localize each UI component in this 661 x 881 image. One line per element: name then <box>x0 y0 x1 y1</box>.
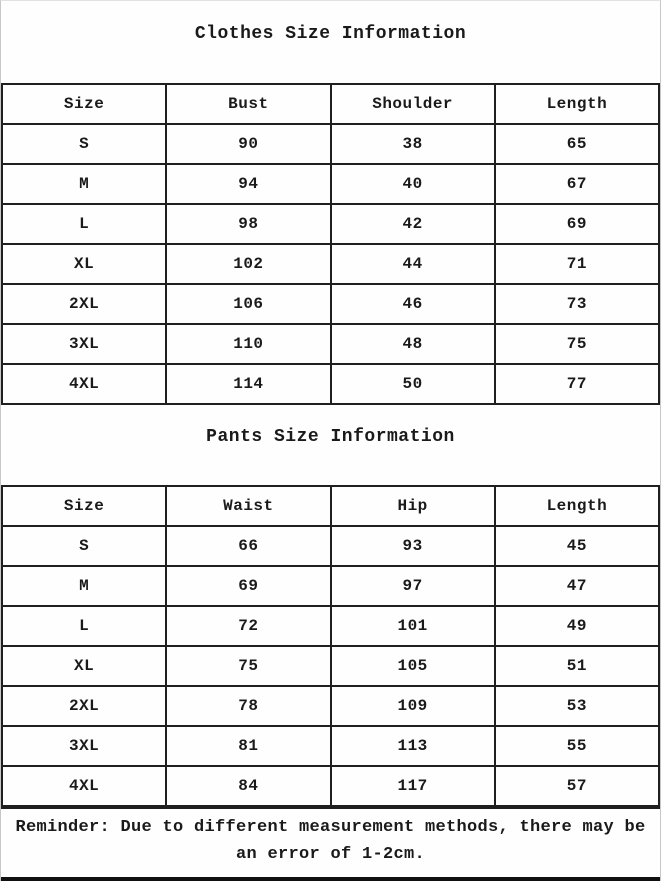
header-cell-size: Size <box>0 83 168 125</box>
hip-cell: 93 <box>329 525 496 567</box>
header-cell-waist: Waist <box>165 485 332 527</box>
waist-cell: 72 <box>165 605 332 647</box>
size-cell: 3XL <box>0 725 168 767</box>
table-row: S 90 38 65 <box>0 123 661 165</box>
reminder-line-2: an error of 1-2cm. <box>235 845 426 864</box>
size-cell: 4XL <box>0 363 168 405</box>
size-cell: 4XL <box>0 765 168 807</box>
table-row: M 69 97 47 <box>0 565 661 607</box>
length-cell: 77 <box>493 363 661 405</box>
length-cell: 75 <box>493 323 661 365</box>
length-cell: 67 <box>493 163 661 205</box>
size-cell: 3XL <box>0 323 168 365</box>
clothes-table-body: S 90 38 65 M 94 40 67 L 98 42 69 XL 102 … <box>0 123 661 405</box>
pants-size-table: Size Waist Hip Length S 66 93 45 M 69 97… <box>0 485 661 807</box>
table-row: 3XL 110 48 75 <box>0 323 661 365</box>
table-row: 2XL 78 109 53 <box>0 685 661 727</box>
bust-cell: 90 <box>165 123 332 165</box>
header-cell-length: Length <box>493 83 661 125</box>
size-cell: L <box>0 203 168 245</box>
waist-cell: 81 <box>165 725 332 767</box>
length-cell: 71 <box>493 243 661 285</box>
table-row: 4XL 84 117 57 <box>0 765 661 807</box>
shoulder-cell: 50 <box>329 363 496 405</box>
size-cell: M <box>0 163 168 205</box>
bust-cell: 110 <box>165 323 332 365</box>
size-cell: S <box>0 525 168 567</box>
table-header-row: Size Waist Hip Length <box>0 485 661 527</box>
length-cell: 69 <box>493 203 661 245</box>
reminder-note: Reminder: Due to different measurement m… <box>1 807 660 881</box>
table-row: M 94 40 67 <box>0 163 661 205</box>
table-row: 3XL 81 113 55 <box>0 725 661 767</box>
shoulder-cell: 48 <box>329 323 496 365</box>
waist-cell: 69 <box>165 565 332 607</box>
header-cell-bust: Bust <box>165 83 332 125</box>
length-cell: 65 <box>493 123 661 165</box>
header-cell-hip: Hip <box>329 485 496 527</box>
shoulder-cell: 40 <box>329 163 496 205</box>
bust-cell: 106 <box>165 283 332 325</box>
length-cell: 47 <box>493 565 661 607</box>
hip-cell: 101 <box>329 605 496 647</box>
table-row: L 98 42 69 <box>0 203 661 245</box>
table-row: XL 75 105 51 <box>0 645 661 687</box>
shoulder-cell: 38 <box>329 123 496 165</box>
waist-cell: 84 <box>165 765 332 807</box>
size-cell: 2XL <box>0 685 168 727</box>
size-cell: XL <box>0 645 168 687</box>
hip-cell: 109 <box>329 685 496 727</box>
clothes-table-header: Size Bust Shoulder Length <box>0 83 661 125</box>
hip-cell: 105 <box>329 645 496 687</box>
header-cell-size: Size <box>0 485 168 527</box>
length-cell: 73 <box>493 283 661 325</box>
size-cell: M <box>0 565 168 607</box>
shoulder-cell: 42 <box>329 203 496 245</box>
waist-cell: 78 <box>165 685 332 727</box>
waist-cell: 66 <box>165 525 332 567</box>
hip-cell: 97 <box>329 565 496 607</box>
table-header-row: Size Bust Shoulder Length <box>0 83 661 125</box>
bust-cell: 94 <box>165 163 332 205</box>
header-cell-length: Length <box>493 485 661 527</box>
bust-cell: 98 <box>165 203 332 245</box>
hip-cell: 113 <box>329 725 496 767</box>
table-row: XL 102 44 71 <box>0 243 661 285</box>
pants-section-title: Pants Size Information <box>206 427 455 447</box>
length-cell: 51 <box>493 645 661 687</box>
size-cell: XL <box>0 243 168 285</box>
bust-cell: 102 <box>165 243 332 285</box>
table-row: 4XL 114 50 77 <box>0 363 661 405</box>
size-cell: S <box>0 123 168 165</box>
length-cell: 53 <box>493 685 661 727</box>
table-row: 2XL 106 46 73 <box>0 283 661 325</box>
bust-cell: 114 <box>165 363 332 405</box>
pants-table-body: S 66 93 45 M 69 97 47 L 72 101 49 XL 75 … <box>0 525 661 807</box>
table-row: L 72 101 49 <box>0 605 661 647</box>
clothes-section-title: Clothes Size Information <box>194 24 467 44</box>
length-cell: 45 <box>493 525 661 567</box>
clothes-size-table: Size Bust Shoulder Length S 90 38 65 M 9… <box>0 83 661 405</box>
waist-cell: 75 <box>165 645 332 687</box>
table-row: S 66 93 45 <box>0 525 661 567</box>
pants-table-header: Size Waist Hip Length <box>0 485 661 527</box>
size-cell: 2XL <box>0 283 168 325</box>
length-cell: 57 <box>493 765 661 807</box>
hip-cell: 117 <box>329 765 496 807</box>
shoulder-cell: 46 <box>329 283 496 325</box>
length-cell: 55 <box>493 725 661 767</box>
shoulder-cell: 44 <box>329 243 496 285</box>
length-cell: 49 <box>493 605 661 647</box>
reminder-line-1: Reminder: Due to different measurement m… <box>15 818 646 837</box>
size-cell: L <box>0 605 168 647</box>
header-cell-shoulder: Shoulder <box>329 83 496 125</box>
